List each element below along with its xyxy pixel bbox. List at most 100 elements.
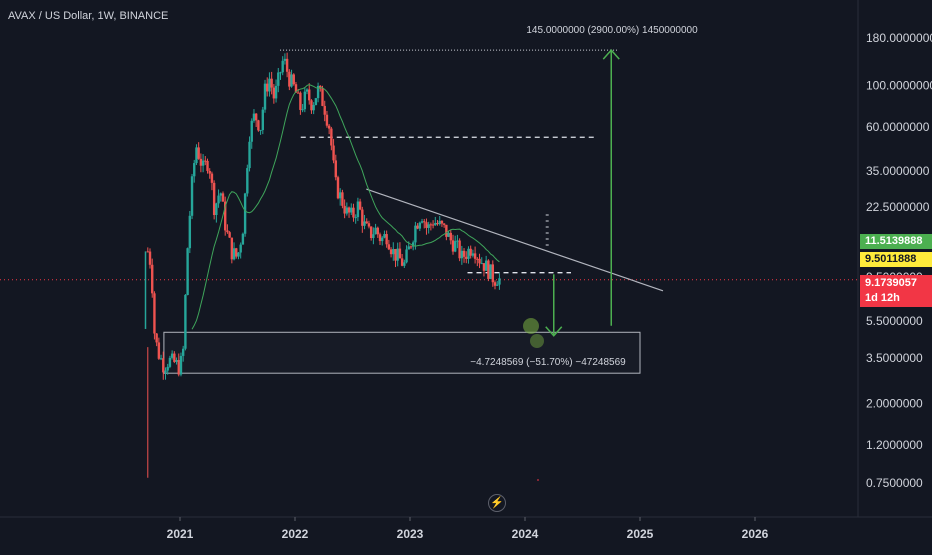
candle-body xyxy=(418,222,422,229)
y-axis[interactable]: 180.0000000 100.0000000 60.0000000 35.00000… xyxy=(857,0,932,517)
candle-body xyxy=(296,92,300,94)
candle-body xyxy=(263,83,267,110)
candle-body xyxy=(427,224,430,228)
candle-body xyxy=(177,359,180,375)
y-tick-label: 1.2000000 xyxy=(866,438,923,452)
candle-body xyxy=(372,234,375,239)
candle-body xyxy=(345,207,349,214)
candle-body xyxy=(190,176,194,216)
candle-body xyxy=(188,215,192,249)
candle-body xyxy=(442,223,446,225)
candle-body xyxy=(248,141,251,169)
candle-body xyxy=(434,223,437,226)
candle-body xyxy=(438,220,441,225)
candle-body xyxy=(232,248,236,260)
candle-body xyxy=(374,227,377,235)
candle-body xyxy=(416,225,419,229)
candle-body xyxy=(473,253,477,259)
current-price-value: 9.1739057 xyxy=(865,277,917,289)
candle-body xyxy=(385,234,388,245)
candle-body xyxy=(365,221,368,224)
candle-body xyxy=(369,226,373,239)
candle-body xyxy=(159,358,163,360)
candle-body xyxy=(184,294,187,349)
price-tag-yellow: 9.5011888 xyxy=(860,252,932,267)
y-tick-label: 35.0000000 xyxy=(866,164,930,178)
candle-body xyxy=(332,145,335,161)
candle-body xyxy=(285,58,289,72)
candle-body xyxy=(429,224,433,226)
candle-body xyxy=(407,246,410,250)
y-tick-label: 5.5000000 xyxy=(866,314,923,328)
candle-body xyxy=(484,260,488,271)
candle-body xyxy=(325,114,329,126)
candle-body xyxy=(478,258,481,264)
price-tag-current: 9.1739057 1d 12h xyxy=(860,275,932,307)
candle-body xyxy=(496,284,499,286)
y-tick-label: 100.0000000 xyxy=(866,79,932,93)
candle-body xyxy=(323,105,326,115)
candle-body xyxy=(166,366,169,371)
candle-body xyxy=(173,353,176,362)
candle-body xyxy=(403,262,406,266)
candle-body xyxy=(235,248,238,257)
candle-body xyxy=(243,193,247,234)
candle-body xyxy=(491,264,494,283)
candle-body xyxy=(389,249,393,255)
candle-body xyxy=(164,370,167,373)
candle-body xyxy=(290,74,293,87)
candle-body xyxy=(252,113,256,121)
candle-body xyxy=(394,248,397,261)
candle-body xyxy=(465,256,468,259)
lightning-icon[interactable]: ⚡ xyxy=(488,494,506,512)
candle-body xyxy=(270,78,273,88)
candle-body xyxy=(334,160,337,178)
candle-body xyxy=(398,248,402,259)
candle-body xyxy=(310,100,313,111)
candle-body xyxy=(151,264,154,294)
candle-body xyxy=(336,177,340,199)
candle-body xyxy=(215,203,218,215)
candle-body xyxy=(170,353,174,358)
candle-body xyxy=(181,348,185,356)
candle-body xyxy=(272,87,276,99)
candle-body xyxy=(411,242,415,247)
moving-average-line xyxy=(191,84,500,330)
candle-body xyxy=(239,244,242,253)
candle-body xyxy=(193,163,196,177)
candle-body xyxy=(498,278,501,285)
candle-body xyxy=(175,359,178,362)
candle-body xyxy=(409,246,413,248)
candle-body xyxy=(266,83,269,92)
candle-body xyxy=(226,230,229,233)
short-measure-label: −4.7248569 (−51.70%) −47248569 xyxy=(470,357,626,368)
candle-body xyxy=(425,222,428,228)
candle-body xyxy=(257,120,260,131)
candle-body xyxy=(268,78,271,92)
candle-body xyxy=(456,240,459,242)
candle-body xyxy=(436,223,439,225)
candle-body xyxy=(400,258,404,266)
candle-body xyxy=(237,252,240,257)
candle-body xyxy=(303,91,307,110)
candle-body xyxy=(321,88,324,106)
x-tick-label: 2024 xyxy=(512,527,539,541)
candle-body xyxy=(155,333,158,343)
candle-body xyxy=(299,92,302,110)
candle-body xyxy=(241,233,245,245)
candle-body xyxy=(476,258,479,260)
candle-body xyxy=(146,251,149,253)
candle-body xyxy=(327,125,331,129)
candle-body xyxy=(212,182,216,215)
candle-body xyxy=(367,223,371,227)
candle-body xyxy=(458,240,461,259)
candle-body xyxy=(206,160,209,171)
x-axis[interactable]: 2021 2022 2023 2024 2025 2026 xyxy=(0,516,932,541)
drawings-layer xyxy=(0,49,858,374)
candle-body xyxy=(467,248,470,259)
candle-body xyxy=(383,234,386,238)
candle-body xyxy=(204,160,207,162)
